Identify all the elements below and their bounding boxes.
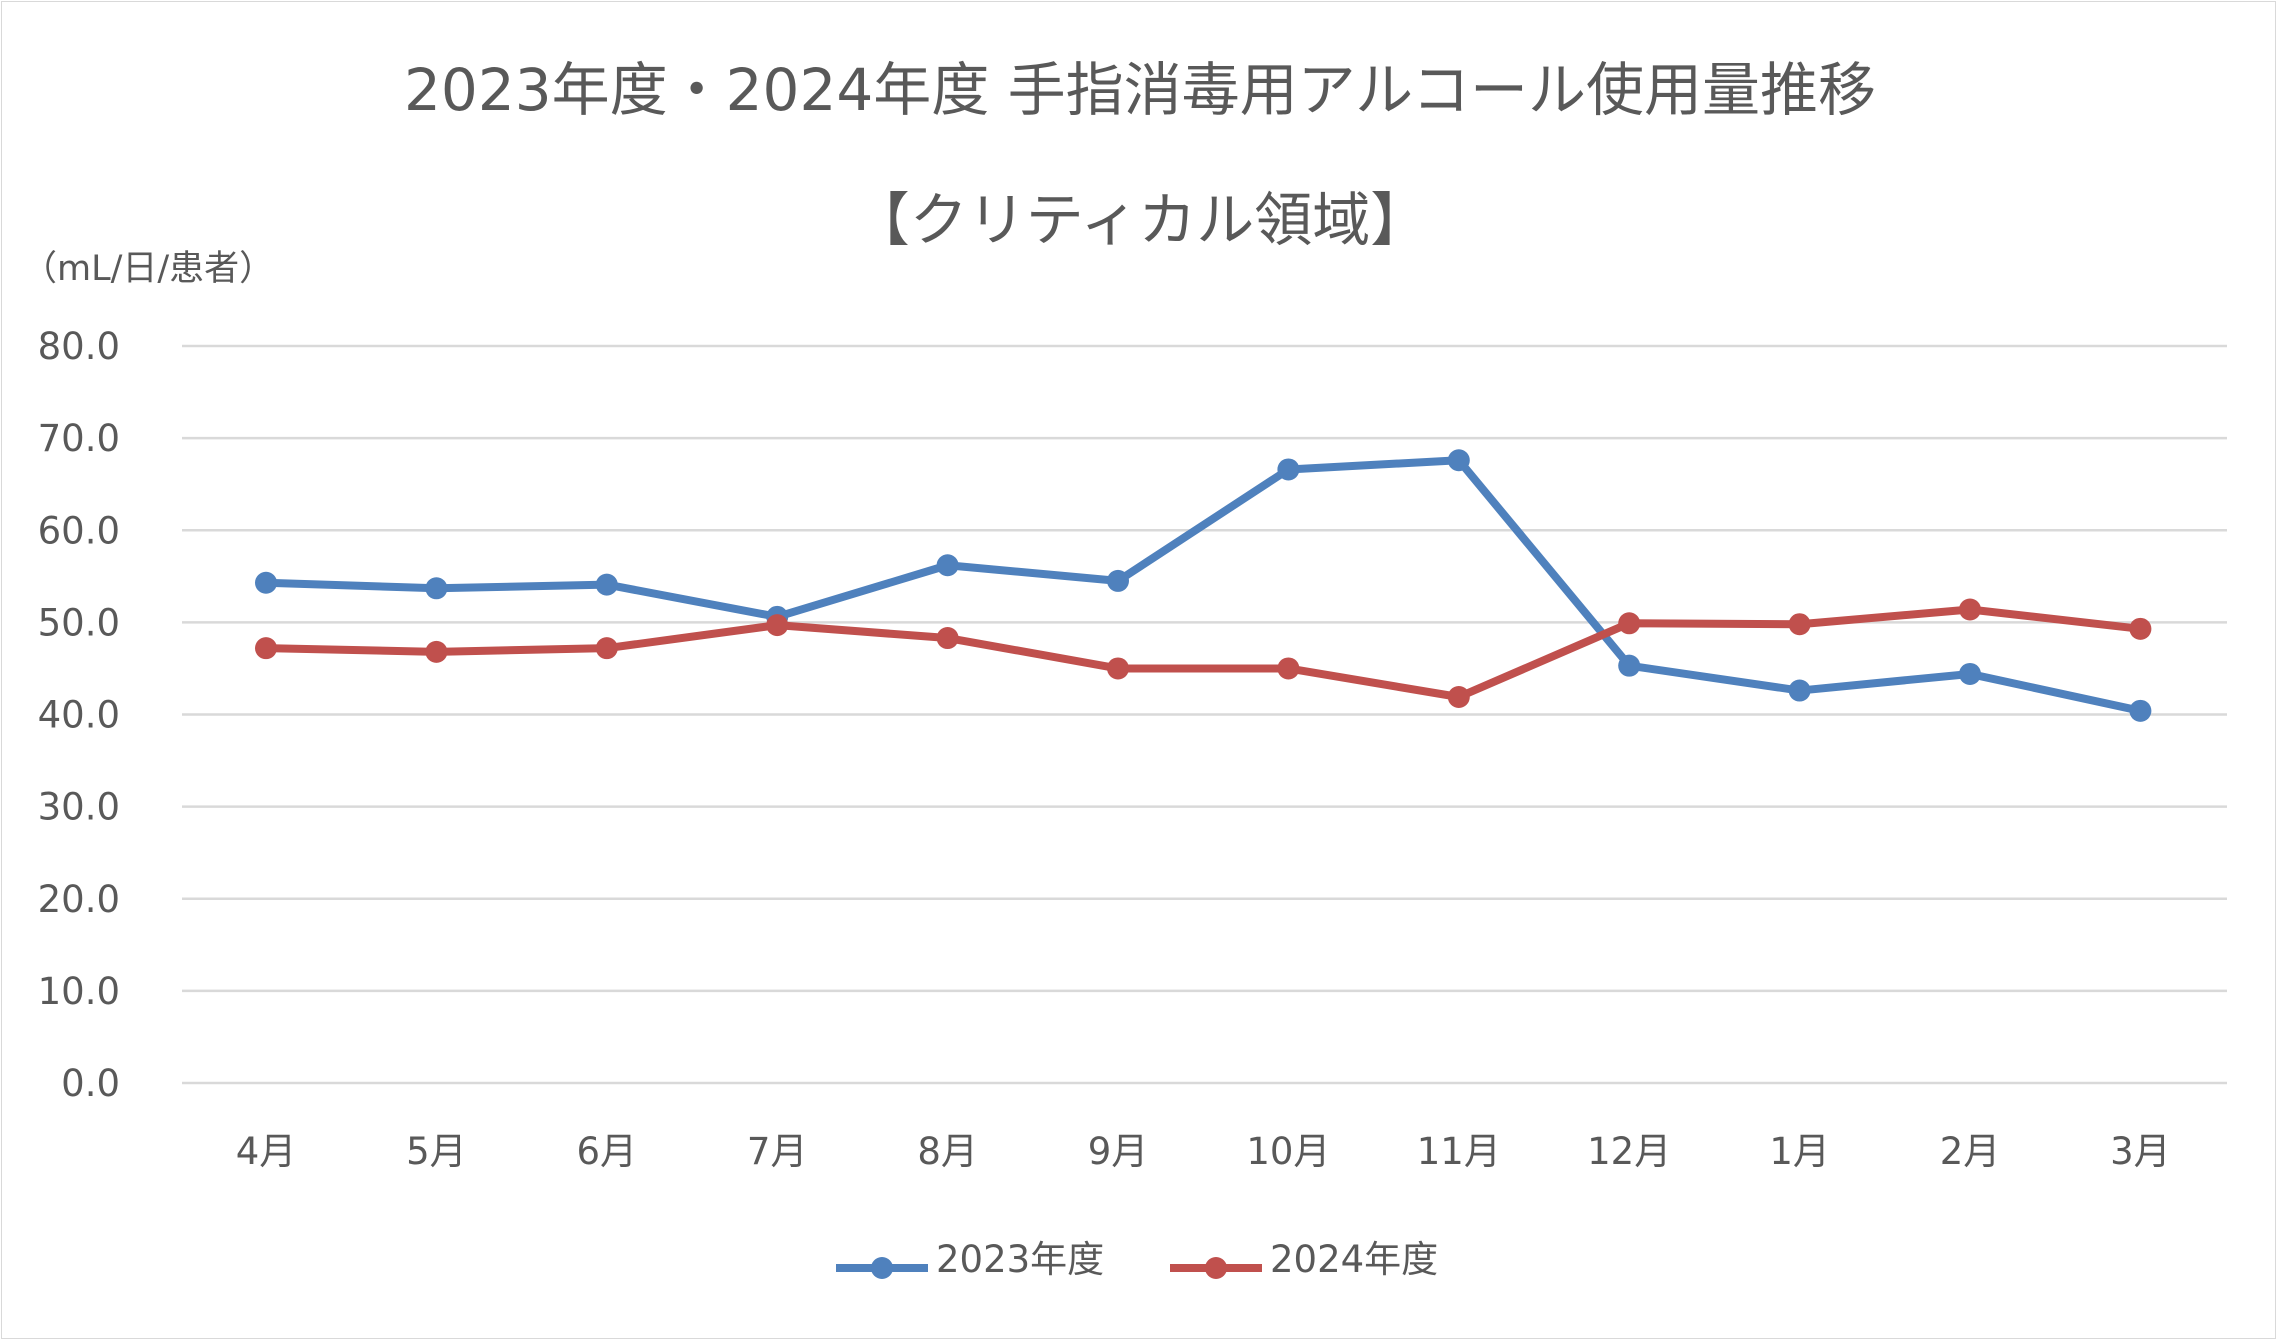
data-point (1277, 657, 1300, 680)
data-point (1788, 613, 1811, 636)
x-tick-label: 11月 (1417, 1130, 1501, 1173)
y-tick-label: 40.0 (38, 694, 120, 737)
data-point (936, 554, 959, 577)
data-point (1618, 654, 1641, 677)
x-tick-label: 4月 (236, 1130, 297, 1173)
x-tick-label: 5月 (406, 1130, 467, 1173)
data-point (1959, 662, 1981, 685)
chart-title: 2023年度・2024年度 手指消毒用アルコール使用量推移 (404, 56, 1876, 124)
x-tick-label: 10月 (1246, 1130, 1330, 1173)
legend-marker (1205, 1257, 1227, 1279)
series-line (265, 456, 2142, 715)
data-point (1107, 569, 1129, 592)
data-point (1447, 449, 1470, 472)
data-point (2129, 617, 2152, 640)
series-2024年度 (255, 598, 2152, 708)
x-tick-label: 9月 (1088, 1130, 1149, 1173)
y-tick-label: 30.0 (38, 786, 120, 829)
y-tick-label: 20.0 (38, 878, 120, 921)
data-point (1959, 598, 1981, 621)
data-point (595, 637, 618, 660)
x-tick-label: 6月 (577, 1130, 638, 1173)
data-point (766, 614, 789, 637)
data-point (595, 573, 618, 596)
x-tick-label: 7月 (747, 1130, 808, 1173)
x-tick-label: 2月 (1940, 1130, 2001, 1173)
data-point (1788, 679, 1811, 702)
y-tick-label: 10.0 (38, 970, 120, 1013)
data-point (1277, 458, 1300, 481)
y-tick-label: 70.0 (38, 417, 120, 460)
legend-label: 2023年度 (936, 1238, 1104, 1281)
x-tick-label: 3月 (2110, 1130, 2171, 1173)
chart-subtitle: 【クリティカル領域】 (852, 186, 1429, 254)
data-point (255, 637, 277, 660)
x-tick-label: 8月 (917, 1130, 978, 1173)
legend-item: 2023年度 (836, 1238, 1104, 1281)
legend-marker (871, 1257, 893, 1279)
y-tick-label: 80.0 (38, 325, 120, 368)
data-point (936, 627, 959, 650)
y-axis-unit-label: （mL/日/患者） (22, 249, 274, 289)
legend-item: 2024年度 (1170, 1238, 1438, 1281)
data-point (2129, 699, 2152, 722)
y-tick-label: 0.0 (61, 1062, 120, 1105)
x-tick-label: 12月 (1587, 1130, 1671, 1173)
data-point (1618, 612, 1641, 635)
series-line (265, 605, 2141, 701)
y-tick-label: 60.0 (38, 509, 120, 552)
x-tick-label: 1月 (1769, 1130, 1830, 1173)
y-tick-label: 50.0 (38, 601, 120, 644)
data-point (425, 577, 448, 600)
data-point (1107, 657, 1129, 680)
data-point (1447, 685, 1470, 708)
legend-label: 2024年度 (1270, 1238, 1438, 1281)
data-point (255, 571, 277, 594)
series-2023年度 (255, 449, 2152, 722)
data-point (425, 640, 448, 663)
